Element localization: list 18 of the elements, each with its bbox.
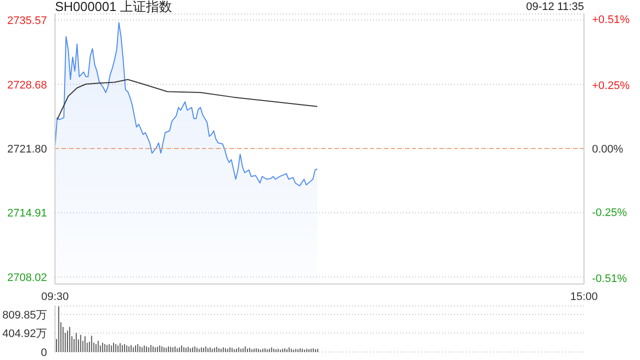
y-tick-label: 2728.68 bbox=[7, 79, 47, 92]
y-tick-label: 404.92万 bbox=[2, 328, 47, 340]
y-tick-label: 809.85万 bbox=[2, 309, 47, 322]
text: 09-12 11:35 bbox=[526, 1, 584, 14]
x-tick-label: 15:00 bbox=[570, 290, 598, 303]
y2-tick-label: -0.25% bbox=[592, 206, 628, 219]
y2-tick-label: 0.00% bbox=[592, 143, 624, 156]
y-tick-label: 2714.91 bbox=[7, 208, 47, 220]
line-series bbox=[56, 78, 318, 120]
y-tick-label: 0 bbox=[40, 347, 47, 359]
y-tick-label: 2735.57 bbox=[7, 15, 47, 28]
y2-tick-label: -0.51% bbox=[592, 272, 628, 285]
chart-title: SH000001 上证指数 bbox=[55, 0, 172, 14]
y-tick-label: 2721.80 bbox=[7, 143, 47, 156]
y-tick-label: 2708.02 bbox=[7, 272, 47, 284]
y2-tick-label: +0.51% bbox=[592, 14, 630, 26]
y2-tick-label: +0.25% bbox=[592, 80, 630, 92]
x-tick-label: 09:30 bbox=[41, 290, 69, 303]
